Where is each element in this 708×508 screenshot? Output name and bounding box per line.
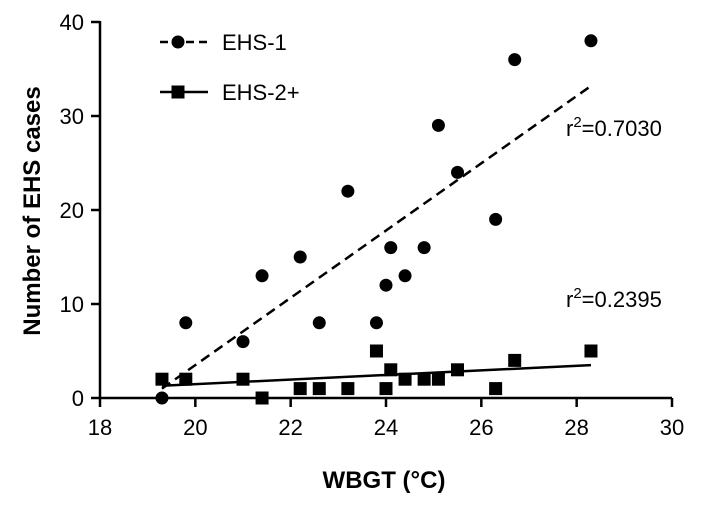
trend-line-series-2 xyxy=(161,363,592,388)
legend-label-series-1: EHS-1 xyxy=(222,30,287,55)
point-series-2 xyxy=(155,372,169,386)
point-series-1 xyxy=(451,165,464,179)
legend: EHS-1 EHS-2+ xyxy=(160,30,300,105)
x-tick-label: 30 xyxy=(660,415,684,440)
point-series-1 xyxy=(379,278,393,292)
point-series-2 xyxy=(431,372,445,386)
point-series-2 xyxy=(255,391,269,405)
point-series-2 xyxy=(341,382,355,396)
x-tick-label: 18 xyxy=(88,415,112,440)
point-series-2 xyxy=(398,372,412,386)
point-series-1 xyxy=(369,316,383,330)
trend-line-series-1 xyxy=(161,84,592,390)
point-series-1 xyxy=(179,316,193,330)
point-series-1 xyxy=(431,118,445,132)
point-series-2 xyxy=(179,372,193,386)
point-series-2 xyxy=(384,363,398,377)
point-series-1 xyxy=(255,269,269,283)
point-series-2 xyxy=(584,344,598,358)
point-series-2 xyxy=(379,382,393,396)
point-series-2 xyxy=(312,382,326,396)
r2-label-series-1: r2=0.7030 xyxy=(566,114,662,141)
point-series-1 xyxy=(417,241,431,255)
point-series-1 xyxy=(508,53,522,67)
point-series-1 xyxy=(384,241,398,255)
point-series-2 xyxy=(293,382,307,396)
point-series-2 xyxy=(236,372,250,386)
legend-marker-circle xyxy=(171,35,185,49)
r2-label-series-2: r2=0.2395 xyxy=(566,285,662,312)
point-series-1 xyxy=(584,34,598,48)
r2-annotations: r2=0.7030 r2=0.2395 xyxy=(566,114,662,312)
y-tick-label: 0 xyxy=(72,386,84,411)
x-tick-label: 26 xyxy=(469,415,493,440)
point-series-1 xyxy=(489,212,503,226)
point-series-2 xyxy=(508,353,522,367)
data-markers xyxy=(155,34,598,405)
x-tick-label: 22 xyxy=(278,415,302,440)
point-series-1 xyxy=(312,316,326,330)
y-tick-label: 10 xyxy=(60,292,84,317)
y-axis-title: Number of EHS cases xyxy=(19,86,46,335)
legend-marker-square xyxy=(171,85,185,99)
x-tick-label: 28 xyxy=(564,415,588,440)
point-series-2 xyxy=(369,344,383,358)
y-tick-label: 20 xyxy=(60,198,84,223)
x-tick-label: 20 xyxy=(183,415,207,440)
point-series-1 xyxy=(236,335,250,349)
trend-lines xyxy=(161,84,592,390)
x-axis-title: WBGT (°C) xyxy=(323,467,446,494)
point-series-2 xyxy=(417,372,431,386)
legend-label-series-2: EHS-2+ xyxy=(222,80,300,105)
point-series-1 xyxy=(293,250,307,264)
point-series-2 xyxy=(451,363,464,377)
point-series-1 xyxy=(155,391,169,405)
point-series-2 xyxy=(489,382,503,396)
x-tick-label: 24 xyxy=(374,415,398,440)
point-series-1 xyxy=(341,184,355,198)
point-series-1 xyxy=(398,269,412,283)
axes: 18 20 22 24 26 28 30 0 10 20 30 40 xyxy=(60,10,685,440)
y-tick-label: 40 xyxy=(60,10,84,35)
y-tick-label: 30 xyxy=(60,104,84,129)
